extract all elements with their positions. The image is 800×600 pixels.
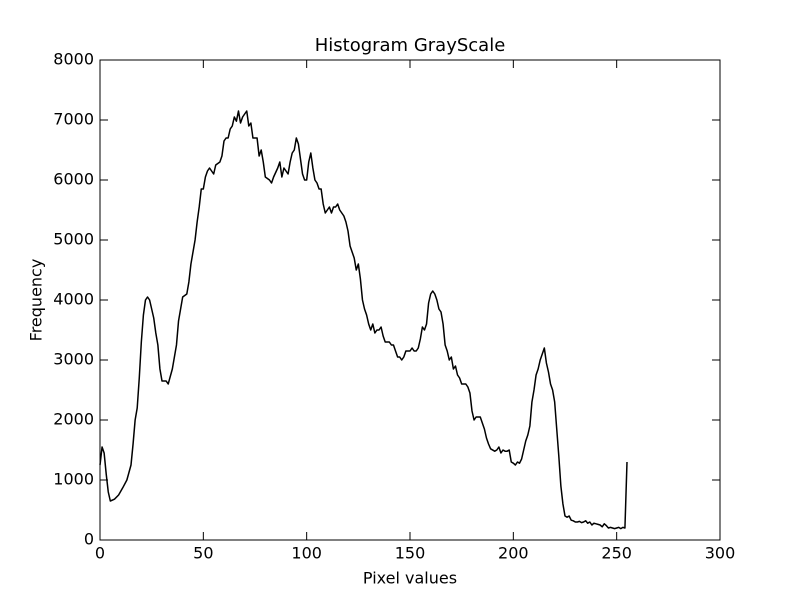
y-tick-label: 2000 <box>53 410 94 429</box>
y-tick-label: 3000 <box>53 350 94 369</box>
y-tick-label: 7000 <box>53 110 94 129</box>
x-tick-label: 100 <box>291 544 322 563</box>
data-line <box>99 110 628 530</box>
x-axis-label: Pixel values <box>363 569 457 588</box>
x-tick-label: 0 <box>95 544 105 563</box>
y-tick-label: 8000 <box>53 50 94 69</box>
y-tick-label: 5000 <box>53 230 94 249</box>
y-tick-label: 4000 <box>53 290 94 309</box>
x-tick-label: 150 <box>395 544 426 563</box>
y-axis-label: Frequency <box>27 259 46 342</box>
x-tick-label: 250 <box>601 544 632 563</box>
x-tick-label: 300 <box>705 544 736 563</box>
y-tick-label: 6000 <box>53 170 94 189</box>
plot-frame <box>99 59 721 541</box>
x-tick-label: 50 <box>193 544 213 563</box>
y-tick-label: 0 <box>84 530 94 549</box>
y-tick-label: 1000 <box>53 470 94 489</box>
chart-title: Histogram GrayScale <box>315 35 506 56</box>
x-tick-label: 200 <box>498 544 529 563</box>
